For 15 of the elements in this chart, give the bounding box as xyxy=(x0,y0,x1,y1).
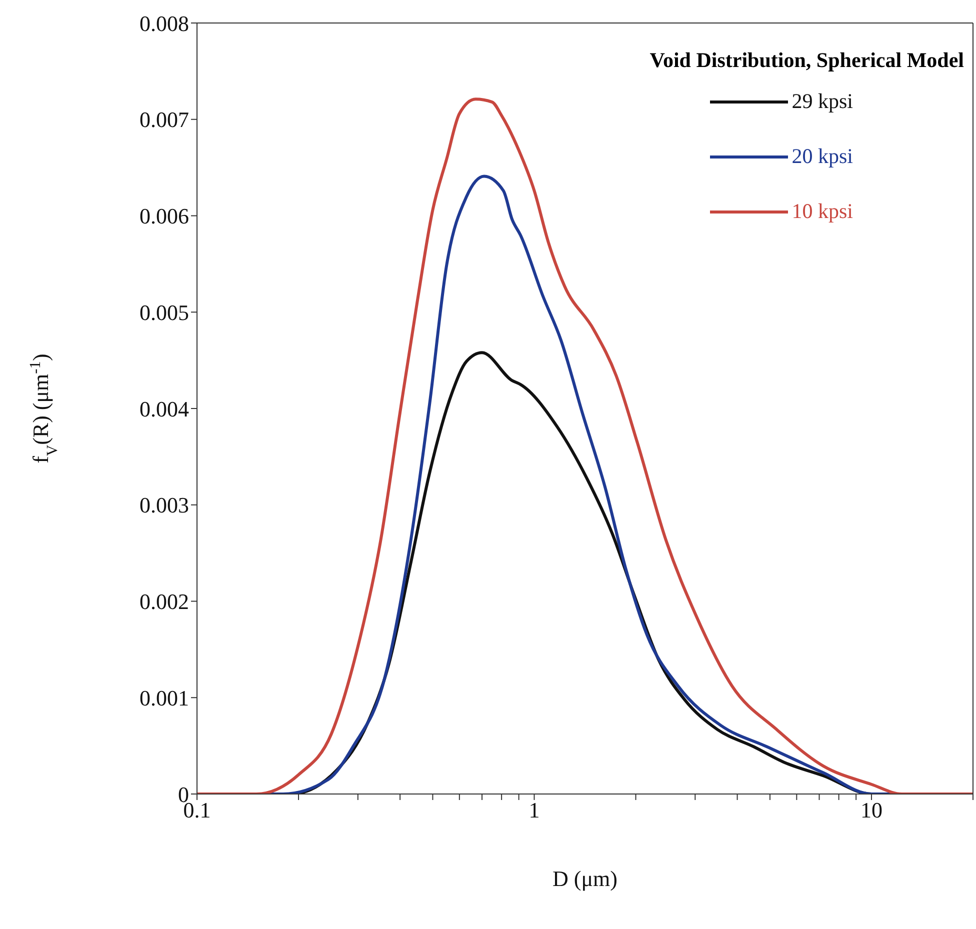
y-tick-label: 0.004 xyxy=(140,396,189,422)
y-tick-label: 0.002 xyxy=(140,589,189,614)
x-tick-label: 1 xyxy=(528,798,540,823)
y-tick-label: 0.003 xyxy=(140,492,189,518)
y-tick-label: 0.008 xyxy=(140,10,189,36)
legend-label: 20 kpsi xyxy=(792,144,853,169)
y-tick-label: 0.006 xyxy=(140,204,189,229)
y-tick-label: 0.001 xyxy=(140,685,189,710)
y-tick-label: 0.007 xyxy=(140,107,189,132)
legend-label: 29 kpsi xyxy=(792,89,853,114)
x-tick-label: 10 xyxy=(860,798,882,823)
legend-label: 10 kpsi xyxy=(792,199,853,224)
legend-title: Void Distribution, Spherical Model xyxy=(650,48,964,73)
y-tick-label: 0.005 xyxy=(140,300,189,325)
x-axis-title: D (μm) xyxy=(552,866,618,891)
